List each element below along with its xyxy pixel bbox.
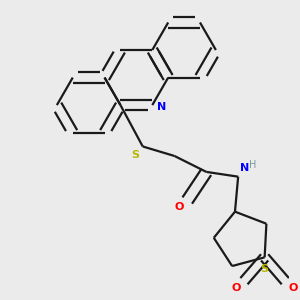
Text: S: S <box>261 264 268 274</box>
Text: N: N <box>240 164 249 173</box>
Text: O: O <box>289 283 298 293</box>
Text: O: O <box>231 283 241 293</box>
Text: O: O <box>175 202 184 212</box>
Text: H: H <box>249 160 257 170</box>
Text: S: S <box>132 150 140 160</box>
Text: N: N <box>157 102 166 112</box>
